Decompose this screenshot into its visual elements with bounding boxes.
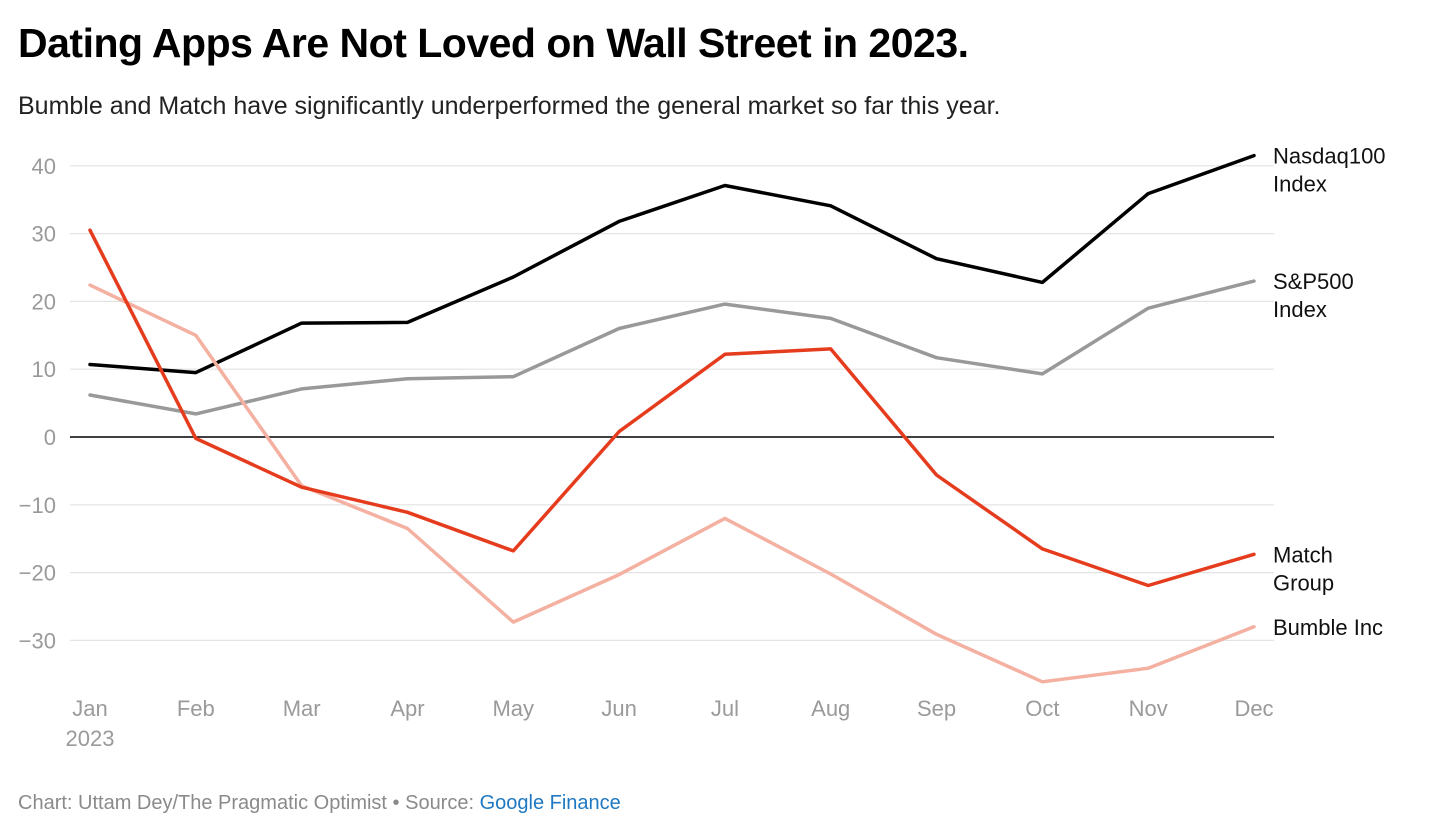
gridlines [70,165,1274,642]
series-lines [88,153,1256,684]
x-tick-label: Mar [283,696,321,721]
credit-text: Chart: Uttam Dey/The Pragmatic Optimist … [18,792,480,814]
series-end-label-line: S&P500 [1273,269,1354,294]
series-end-label-line: Bumble Inc [1273,615,1383,640]
y-tick-label: −30 [19,628,56,653]
x-axis-ticks: Jan Feb Mar Apr May Jun Jul Aug Sep Oct Nov Dec 2023 [66,696,1274,751]
series-end-label-line: Group [1273,570,1334,595]
x-tick-label: Oct [1025,696,1059,721]
x-tick-label: Dec [1234,696,1273,721]
x-tick-label: Jun [601,696,636,721]
y-tick-label: 20 [32,289,56,314]
chart-subtitle: Bumble and Match have significantly unde… [18,92,1001,120]
series-end-label: Bumble Inc [1273,615,1383,640]
x-tick-label: Jul [711,696,739,721]
series-line [88,279,1256,416]
series-line [88,283,1256,684]
series-end-label-line: Index [1273,297,1327,322]
y-tick-label: 30 [32,222,56,247]
y-tick-label: 0 [44,425,56,450]
chart-footer: Chart: Uttam Dey/The Pragmatic Optimist … [18,792,621,815]
series-end-label: Match Group [1273,542,1334,595]
series-line [88,228,1256,588]
series-end-label-line: Index [1273,172,1327,197]
series-end-labels: Nasdaq100 Index S&P500 Index Match Group Bumbl… [1273,144,1386,640]
y-tick-label: 40 [32,154,56,179]
series-end-label-line: Nasdaq100 [1273,144,1386,169]
y-tick-label: 10 [32,357,56,382]
x-tick-label: May [492,696,534,721]
x-tick-label: Apr [390,696,424,721]
x-tick-year-label: 2023 [66,726,115,751]
y-tick-label: −10 [19,493,56,518]
x-tick-label: Feb [177,696,215,721]
series-line [88,153,1256,375]
x-tick-label: Nov [1129,696,1168,721]
y-tick-label: −20 [19,561,56,586]
chart-title: Dating Apps Are Not Loved on Wall Street… [18,20,969,66]
series-end-label: Nasdaq100 Index [1273,144,1386,197]
series-end-label-line: Match [1273,542,1333,567]
y-axis-ticks: 40 30 20 10 0 −10 −20 −30 [19,154,56,654]
x-tick-label: Sep [917,696,956,721]
source-link[interactable]: Google Finance [479,792,621,814]
line-chart: 40 30 20 10 0 −10 −20 −30 Jan Feb Mar Apr May Jun Jul… [19,144,1386,751]
x-tick-label: Aug [811,696,850,721]
series-end-label: S&P500 Index [1273,269,1354,322]
x-tick-label: Jan [72,696,107,721]
